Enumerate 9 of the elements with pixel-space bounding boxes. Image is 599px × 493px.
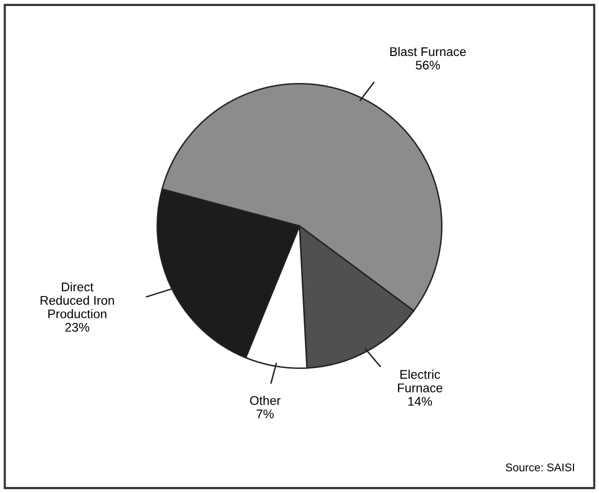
slice-label: Direct Reduced Iron Production <box>40 282 114 318</box>
source-note: Source: SAISI <box>506 463 574 472</box>
data-label: 23% <box>65 322 90 332</box>
slice-label: Other <box>250 396 281 405</box>
data-label: 56% <box>416 60 440 70</box>
data-label: 7% <box>256 410 274 418</box>
data-label: 14% <box>408 396 432 406</box>
slice-label: Blast Furnace <box>390 46 466 56</box>
slice-label: Electric Furnace <box>398 370 442 392</box>
